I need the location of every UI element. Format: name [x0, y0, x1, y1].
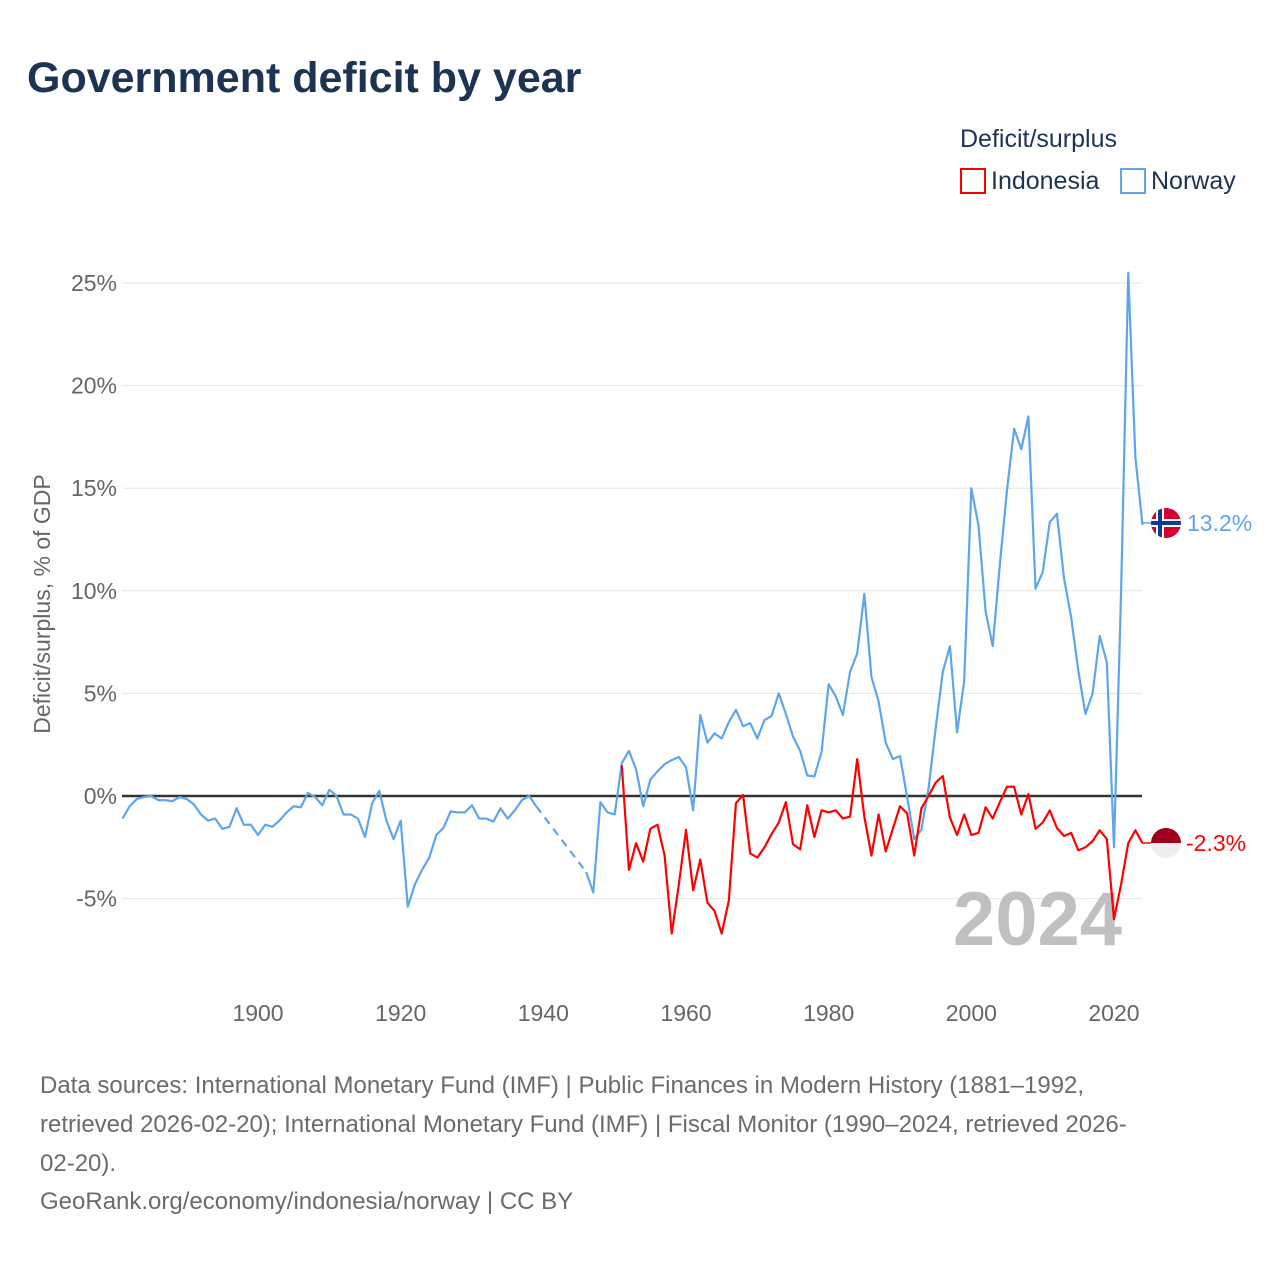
- y-tick-label: 5%: [84, 680, 117, 706]
- indonesia-flag-icon: [1151, 828, 1181, 858]
- footer: Data sources: International Monetary Fun…: [40, 1072, 1127, 1215]
- x-axis-ticks: 1900 1920 1940 1960 1980 2000 2020: [232, 1000, 1139, 1026]
- legend-swatch-norway: [1120, 168, 1146, 194]
- y-tick-label: -5%: [76, 886, 117, 912]
- y-tick-label: 10%: [71, 578, 117, 604]
- y-tick-label: 25%: [71, 270, 117, 296]
- norway-flag-icon: [1151, 508, 1181, 538]
- legend-title: Deficit/surplus: [960, 125, 1117, 153]
- x-tick-label: 1960: [660, 1000, 711, 1026]
- y-tick-label: 15%: [71, 475, 117, 501]
- legend-label-indonesia: Indonesia: [991, 167, 1100, 195]
- end-marker-norway: 13.2%: [1142, 508, 1252, 538]
- footer-source-line-3: 02-20).: [40, 1150, 116, 1177]
- norway-end-label: 13.2%: [1187, 510, 1252, 536]
- footer-source-line-1: Data sources: International Monetary Fun…: [40, 1072, 1084, 1099]
- gridlines: [122, 282, 1142, 900]
- x-tick-label: 1920: [375, 1000, 426, 1026]
- series-line-indonesia: [620, 757, 1144, 935]
- x-tick-label: 2000: [946, 1000, 997, 1026]
- legend-item-indonesia[interactable]: Indonesia: [960, 167, 1100, 195]
- footer-attribution-link[interactable]: GeoRank.org/economy/indonesia/norway | C…: [40, 1188, 573, 1215]
- y-axis-ticks: -5% 0% 5% 10% 15% 20% 25%: [71, 270, 117, 912]
- year-watermark: 2024: [953, 877, 1122, 962]
- indonesia-end-label: -2.3%: [1186, 830, 1246, 856]
- series-line-norway: [585, 271, 1144, 894]
- x-tick-label: 2020: [1088, 1000, 1139, 1026]
- legend-label-norway: Norway: [1151, 167, 1236, 195]
- y-axis-label: Deficit/surplus, % of GDP: [29, 474, 55, 733]
- x-tick-label: 1940: [518, 1000, 569, 1026]
- legend-swatch-indonesia: [960, 168, 986, 194]
- series-gap-norway: [535, 805, 588, 873]
- x-tick-label: 1980: [803, 1000, 854, 1026]
- x-tick-label: 1900: [232, 1000, 283, 1026]
- chart-title: Government deficit by year: [27, 54, 582, 102]
- legend: Deficit/surplus Indonesia Norway: [960, 125, 1236, 195]
- end-marker-indonesia: -2.3%: [1142, 828, 1246, 858]
- series-line-norway: [121, 788, 538, 908]
- footer-source-line-2: retrieved 2026-02-20); International Mon…: [40, 1111, 1127, 1138]
- y-tick-label: 20%: [71, 373, 117, 399]
- legend-item-norway[interactable]: Norway: [1120, 167, 1236, 195]
- series-lines: [121, 271, 1144, 935]
- y-tick-label: 0%: [84, 783, 117, 809]
